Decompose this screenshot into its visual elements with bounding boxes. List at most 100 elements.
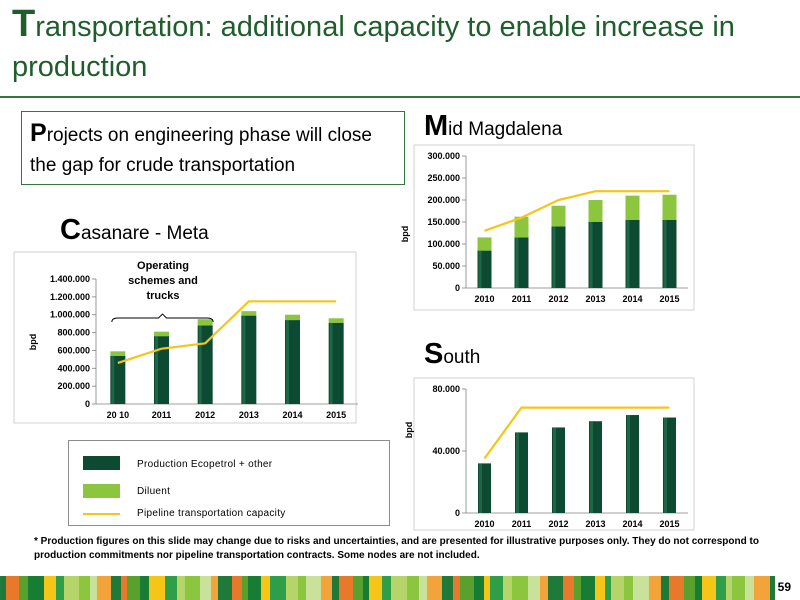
- stripe-block: [211, 576, 218, 600]
- casanare-xtick-label: 2012: [195, 410, 215, 420]
- stripe-block: [453, 576, 460, 600]
- slide-title: Transportation: additional capacity to e…: [12, 4, 782, 87]
- south-bar-highlight: [627, 415, 630, 513]
- stripe-block: [19, 576, 28, 600]
- legend-production-label: Production Ecopetrol + other: [137, 459, 273, 470]
- annotation-bracket: [111, 313, 214, 323]
- casanare-bar-diluent: [154, 331, 169, 337]
- midmag-ytick-label: 200.000: [427, 195, 460, 205]
- south-xtick-label: 2012: [548, 519, 568, 529]
- casanare-bar-highlight: [198, 325, 202, 404]
- casanare-xtick-label: 20 10: [107, 410, 130, 420]
- stripe-block: [97, 576, 111, 600]
- midmag-bar-highlight: [626, 219, 630, 288]
- south-xtick-label: 2015: [659, 519, 679, 529]
- casanare-title: Casanare - Meta: [60, 214, 209, 247]
- stripe-block: [633, 576, 649, 600]
- casanare-bar-diluent: [110, 351, 126, 356]
- stripe-block: [669, 576, 684, 600]
- stripe-block: [321, 576, 332, 600]
- south-title: South: [424, 338, 480, 371]
- casanare-title-rest: asanare - Meta: [80, 223, 209, 244]
- stripe-block: [140, 576, 149, 600]
- stripe-block: [165, 576, 177, 600]
- stripe-block: [726, 576, 732, 600]
- stripe-block: [185, 576, 200, 600]
- stripe-block: [382, 576, 391, 600]
- stripe-block: [298, 576, 306, 600]
- stripe-block: [563, 576, 574, 600]
- midmag-title: Mid Magdalena: [424, 110, 562, 143]
- casanare-ytick-label: 800.000: [57, 328, 90, 338]
- stripe-block: [611, 576, 624, 600]
- stripe-block: [339, 576, 353, 600]
- casanare-bar-highlight: [155, 336, 158, 404]
- callout-box: Projects on engineering phase will close…: [21, 111, 405, 185]
- south-title-initial: S: [424, 338, 444, 370]
- midmag-bar-diluent: [514, 216, 529, 238]
- slide-title-rest: ransportation: additional capacity to en…: [12, 11, 735, 83]
- midmag-xtick-label: 2014: [622, 294, 642, 304]
- stripe-block: [6, 576, 19, 600]
- stripe-block: [661, 576, 669, 600]
- stripe-block: [427, 576, 442, 600]
- midmag-bar-highlight: [478, 250, 482, 288]
- stripe-block: [605, 576, 611, 600]
- casanare-bar-diluent: [328, 318, 344, 323]
- stripe-block: [232, 576, 242, 600]
- slide-title-initial: T: [12, 3, 36, 45]
- stripe-block: [270, 576, 286, 600]
- midmag-title-initial: M: [424, 110, 449, 142]
- casanare-ylabel: bpd: [28, 334, 38, 351]
- stripe-block: [286, 576, 298, 600]
- casanare-frame: [13, 251, 357, 424]
- south-xtick-label: 2014: [622, 519, 642, 529]
- casanare-title-initial: C: [60, 214, 81, 246]
- midmag-bar-highlight: [515, 237, 519, 288]
- midmag-ytick-label: 300.000: [427, 151, 460, 161]
- stripe-block: [474, 576, 484, 600]
- legend-diluent-label: Diluent: [137, 486, 171, 497]
- casanare-ytick-label: 200.000: [57, 381, 90, 391]
- stripe-block: [332, 576, 339, 600]
- legend-capacity-swatch: [83, 513, 120, 515]
- footer-stripe: [0, 576, 800, 600]
- midmag-bar-highlight: [552, 226, 556, 288]
- chart-mid-magdalena: 300.000 250.000 200.000 150.000 100.000 50.00…: [400, 144, 695, 311]
- south-xtick-label: 2013: [585, 519, 605, 529]
- south-xtick-label: 2011: [512, 519, 532, 529]
- south-ytick-label: 40.000: [432, 446, 460, 456]
- stripe-block: [391, 576, 407, 600]
- stripe-block: [79, 576, 90, 600]
- casanare-bar-diluent: [241, 311, 257, 316]
- stripe-block: [624, 576, 633, 600]
- casanare-ytick-label: 600.000: [57, 345, 90, 355]
- stripe-block: [56, 576, 64, 600]
- midmag-bar-diluent: [662, 194, 677, 220]
- stripe-block: [369, 576, 382, 600]
- stripe-block: [218, 576, 232, 600]
- stripe-block: [111, 576, 121, 600]
- stripe-block: [754, 576, 770, 600]
- midmag-xtick-label: 2015: [659, 294, 679, 304]
- stripe-block: [306, 576, 321, 600]
- stripe-block: [242, 576, 248, 600]
- casanare-xtick-label: 2013: [239, 410, 259, 420]
- legend-diluent-swatch: [83, 484, 120, 498]
- midmag-title-rest: id Magdalena: [448, 119, 563, 140]
- midmag-xtick-label: 2011: [512, 294, 532, 304]
- stripe-block: [261, 576, 270, 600]
- casanare-bar-highlight: [242, 315, 246, 404]
- stripe-block: [716, 576, 726, 600]
- midmag-ytick-label: 150.000: [427, 217, 460, 227]
- casanare-ytick-label: 400.000: [57, 363, 90, 373]
- south-xtick-label: 2010: [474, 519, 494, 529]
- chart-legend: Production Ecopetrol + other Diluent Pip…: [68, 440, 390, 526]
- midmag-ytick-label: 50.000: [432, 261, 460, 271]
- casanare-bar-highlight: [286, 320, 289, 404]
- south-ytick-label: 0: [455, 508, 460, 518]
- stripe-block: [528, 576, 540, 600]
- south-ylabel: bpd: [404, 422, 414, 439]
- stripe-block: [363, 576, 369, 600]
